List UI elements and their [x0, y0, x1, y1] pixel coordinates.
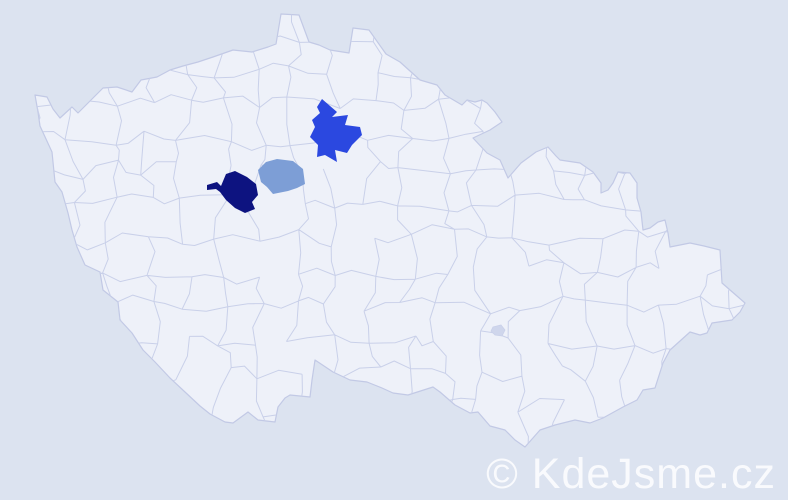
bright-blue-district[interactable] — [310, 99, 362, 162]
watermark: © KdeJsme.cz — [486, 450, 776, 498]
dark-navy-district[interactable] — [207, 171, 258, 213]
country-land — [34, 13, 746, 448]
tiny-city-district[interactable] — [490, 324, 506, 337]
steel-blue-district[interactable] — [258, 159, 305, 194]
